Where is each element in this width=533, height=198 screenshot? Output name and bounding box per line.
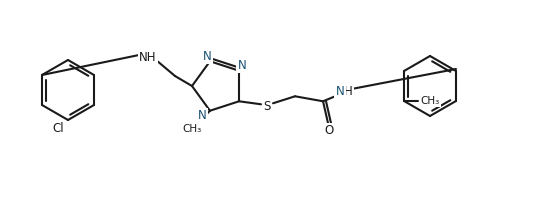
Text: Cl: Cl (52, 122, 64, 134)
Text: H: H (344, 85, 352, 98)
Text: S: S (263, 100, 271, 113)
Text: N: N (198, 109, 206, 122)
Text: CH₃: CH₃ (421, 96, 440, 106)
Text: O: O (325, 124, 334, 137)
Text: N: N (336, 85, 344, 98)
Text: N: N (203, 50, 212, 63)
Text: CH₃: CH₃ (182, 124, 201, 134)
Text: N: N (238, 59, 246, 72)
Text: NH: NH (139, 50, 157, 64)
